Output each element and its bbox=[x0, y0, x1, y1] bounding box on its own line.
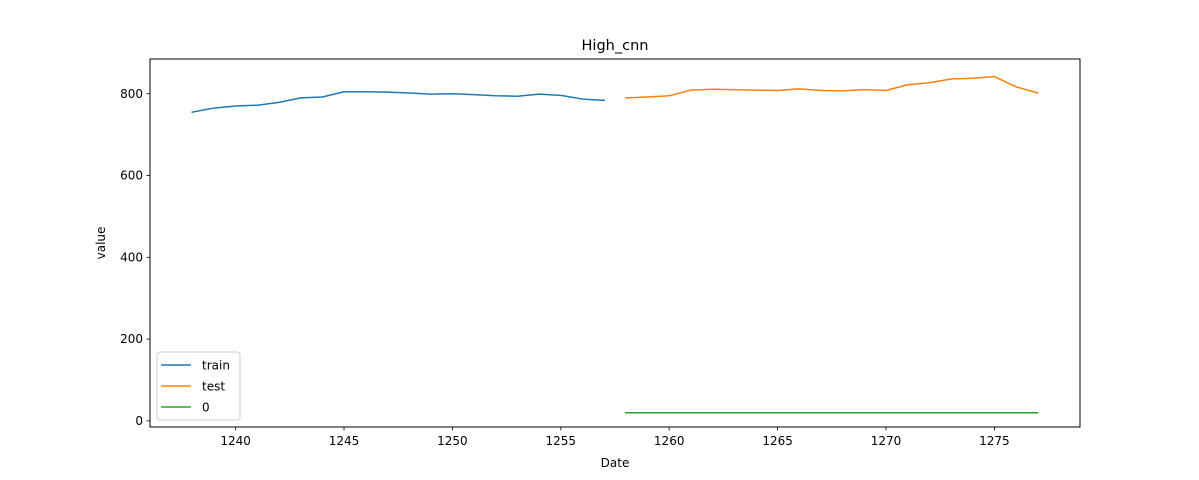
x-axis-title: Date bbox=[601, 456, 630, 470]
x-tick-label: 1240 bbox=[220, 434, 251, 448]
x-tick-label: 1245 bbox=[329, 434, 360, 448]
legend-label-2: 0 bbox=[202, 401, 210, 415]
y-tick-label: 200 bbox=[120, 332, 143, 346]
y-axis-title: value bbox=[94, 227, 108, 260]
y-tick-label: 0 bbox=[135, 414, 143, 428]
series-line-0 bbox=[191, 90, 605, 114]
x-tick-label: 1255 bbox=[546, 434, 577, 448]
x-tick-label: 1260 bbox=[654, 434, 685, 448]
series-line-1 bbox=[625, 75, 1039, 99]
x-tick-label: 1265 bbox=[762, 434, 793, 448]
legend: train test 0 bbox=[156, 351, 241, 421]
y-axis: 0 200 400 600 800 bbox=[120, 87, 150, 428]
x-axis: 1240 1245 1250 1255 1260 1265 1270 1275 bbox=[220, 427, 1010, 448]
x-tick-label: 1270 bbox=[871, 434, 902, 448]
chart-title: High_cnn bbox=[582, 38, 649, 54]
x-tick-label: 1275 bbox=[979, 434, 1010, 448]
y-tick-label: 600 bbox=[120, 169, 143, 183]
y-tick-label: 800 bbox=[120, 87, 143, 101]
plot-frame bbox=[149, 58, 1081, 428]
x-tick-label: 1250 bbox=[437, 434, 468, 448]
legend-label-0: train bbox=[202, 359, 230, 373]
legend-entries: train test 0 bbox=[161, 359, 230, 415]
plot-lines bbox=[191, 75, 1039, 414]
y-tick-label: 400 bbox=[120, 250, 143, 264]
legend-label-1: test bbox=[202, 380, 225, 394]
legend-box bbox=[156, 351, 241, 421]
